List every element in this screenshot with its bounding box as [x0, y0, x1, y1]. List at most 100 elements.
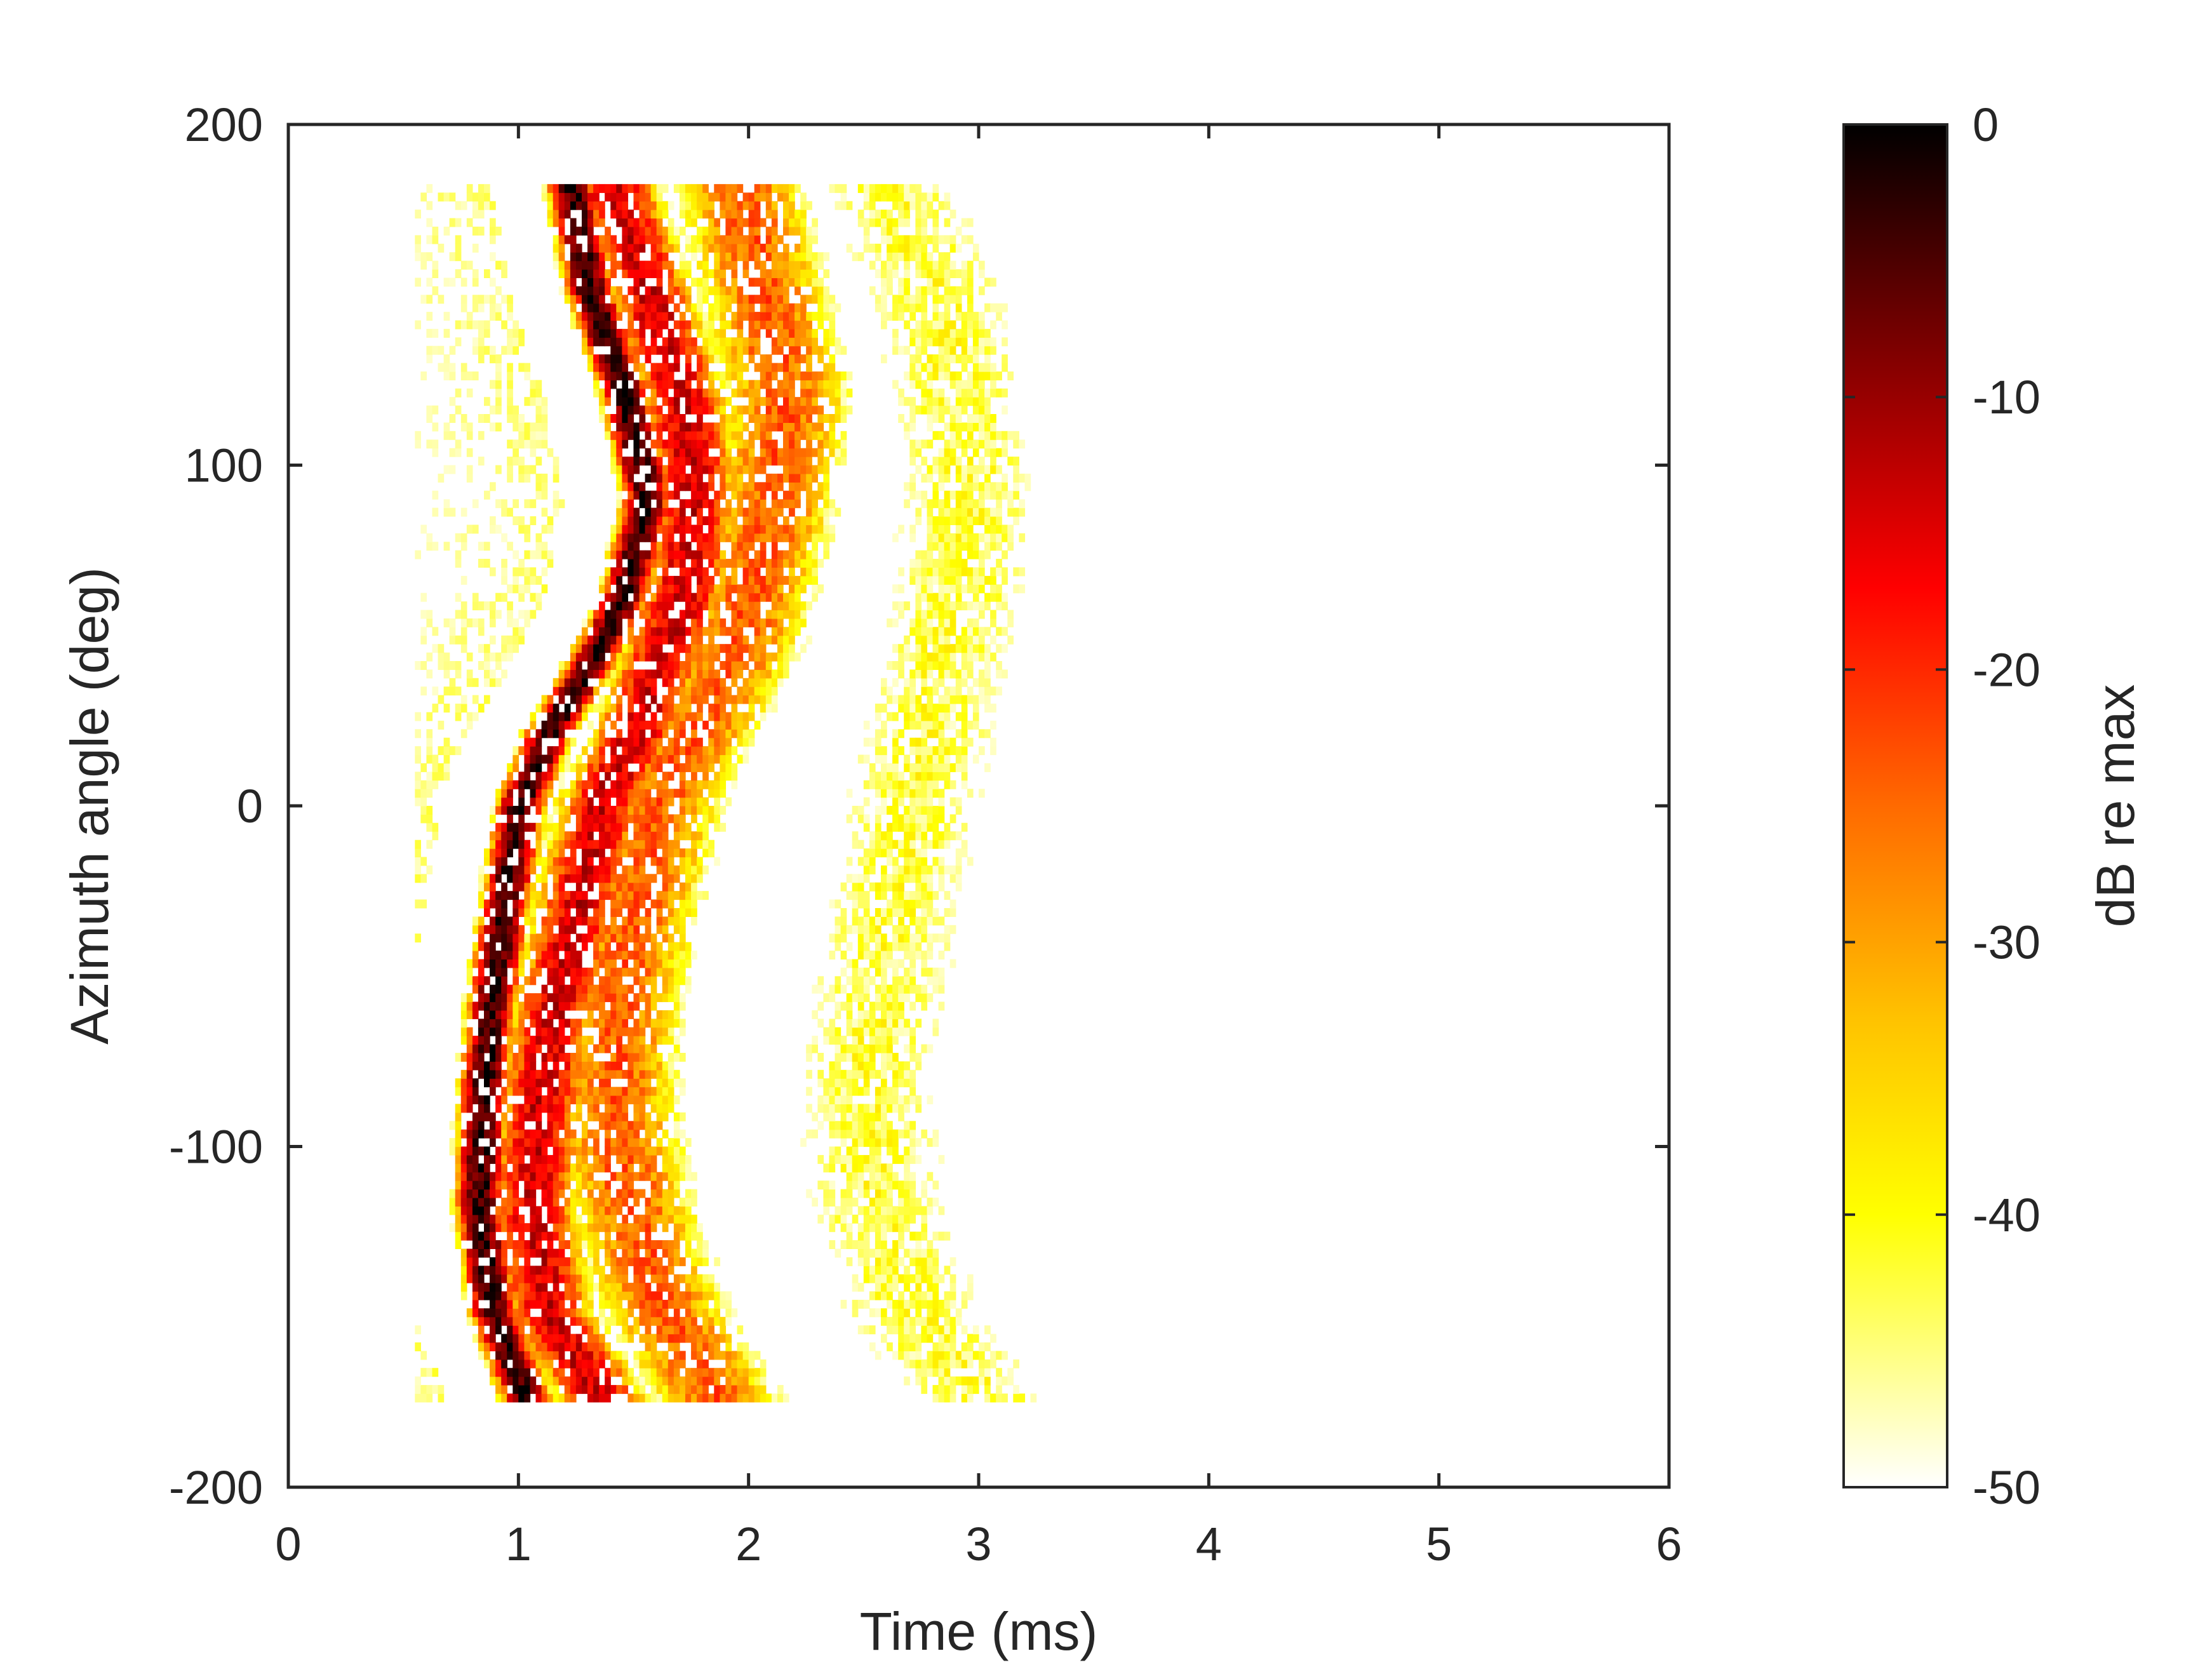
heatmap-cell	[932, 1291, 939, 1301]
heatmap-cell	[892, 822, 899, 832]
heatmap-cell	[662, 865, 669, 874]
heatmap-cell	[909, 1044, 916, 1053]
heatmap-cell	[490, 1061, 496, 1071]
heatmap-cell	[518, 1308, 525, 1318]
heatmap-cell	[765, 695, 772, 704]
heatmap-cell	[714, 1376, 720, 1386]
heatmap-cell	[495, 993, 502, 1003]
heatmap-cell	[650, 559, 657, 568]
heatmap-cell	[570, 1274, 577, 1283]
heatmap-cell	[622, 984, 629, 994]
heatmap-cell	[420, 789, 427, 798]
heatmap-cell	[812, 1112, 818, 1121]
heatmap-cell	[720, 729, 727, 739]
heatmap-cell	[605, 704, 611, 713]
heatmap-cell	[685, 1231, 692, 1241]
heatmap-cell	[541, 1104, 548, 1113]
heatmap-cell	[415, 729, 421, 739]
heatmap-cell	[478, 1180, 485, 1190]
heatmap-cell	[639, 1274, 646, 1283]
heatmap-cell	[967, 1274, 974, 1283]
heatmap-cell	[921, 1214, 928, 1224]
heatmap-cell	[547, 1069, 554, 1079]
heatmap-cell	[484, 1069, 490, 1079]
heatmap-cell	[547, 1112, 554, 1121]
heatmap-cell	[972, 575, 979, 585]
heatmap-cell	[639, 933, 646, 943]
heatmap-cell	[887, 831, 893, 841]
heatmap-cell	[656, 1240, 663, 1249]
heatmap-cell	[887, 1266, 893, 1275]
heatmap-cell	[731, 635, 738, 645]
heatmap-cell	[915, 882, 922, 892]
heatmap-cell	[605, 1019, 611, 1028]
heatmap-cell	[673, 754, 680, 764]
heatmap-cell	[547, 933, 554, 943]
heatmap-cell	[714, 780, 720, 789]
heatmap-cell	[662, 1248, 669, 1258]
heatmap-cell	[518, 635, 525, 645]
heatmap-cell	[857, 874, 864, 883]
heatmap-cell	[932, 1248, 939, 1258]
heatmap-cell	[863, 1027, 870, 1036]
heatmap-cell	[863, 1231, 870, 1241]
heatmap-cell	[892, 1248, 899, 1258]
heatmap-cell	[714, 1334, 720, 1343]
heatmap-cell	[800, 575, 807, 585]
heatmap-cell	[915, 984, 922, 994]
heatmap-cell	[593, 1112, 600, 1121]
heatmap-cell	[558, 1146, 565, 1156]
heatmap-cell	[938, 618, 945, 627]
heatmap-cell	[909, 1036, 916, 1045]
heatmap-cell	[714, 601, 720, 611]
heatmap-cell	[553, 686, 560, 696]
heatmap-cell	[742, 1376, 749, 1386]
heatmap-cell	[881, 704, 887, 713]
heatmap-cell	[582, 618, 588, 627]
heatmap-cell	[524, 1223, 531, 1233]
heatmap-cell	[650, 1104, 657, 1113]
heatmap-cell	[685, 746, 692, 756]
heatmap-cell	[737, 1385, 744, 1394]
heatmap-cell	[616, 1019, 622, 1028]
heatmap-cell	[616, 1334, 622, 1343]
heatmap-cell	[553, 754, 560, 764]
heatmap-cell	[921, 763, 928, 772]
heatmap-cell	[645, 746, 652, 756]
heatmap-cell	[691, 678, 697, 687]
heatmap-cell	[575, 712, 582, 721]
heatmap-cell	[702, 1393, 709, 1403]
heatmap-cell	[915, 951, 922, 960]
heatmap-cell	[691, 1172, 697, 1181]
heatmap-cell	[495, 925, 502, 934]
heatmap-cell	[438, 695, 445, 704]
heatmap-cell	[547, 1027, 554, 1036]
heatmap-cell	[938, 1359, 945, 1368]
heatmap-cell	[840, 1138, 847, 1147]
heatmap-cell	[984, 678, 991, 687]
heatmap-cell	[490, 1053, 496, 1062]
heatmap-cell	[518, 1036, 525, 1045]
heatmap-cell	[967, 1334, 974, 1343]
heatmap-cell	[852, 1180, 859, 1190]
heatmap-cell	[892, 1069, 899, 1079]
heatmap-cell	[938, 984, 945, 994]
heatmap-cell	[921, 635, 928, 645]
heatmap-cell	[777, 618, 784, 627]
heatmap-cell	[927, 772, 934, 781]
heatmap-cell	[575, 933, 582, 943]
heatmap-cell	[650, 822, 657, 832]
heatmap-cell	[530, 1316, 537, 1326]
heatmap-cell	[524, 1163, 531, 1173]
heatmap-cell	[535, 1104, 542, 1113]
heatmap-cell	[949, 959, 956, 968]
heatmap-cell	[547, 704, 554, 713]
heatmap-cell	[575, 1334, 582, 1343]
heatmap-cell	[949, 720, 956, 730]
heatmap-cell	[996, 601, 1002, 611]
heatmap-cell	[673, 720, 680, 730]
heatmap-cell	[639, 1112, 646, 1121]
heatmap-cell	[667, 1036, 674, 1045]
heatmap-cell	[892, 737, 899, 747]
heatmap-cell	[656, 789, 663, 798]
